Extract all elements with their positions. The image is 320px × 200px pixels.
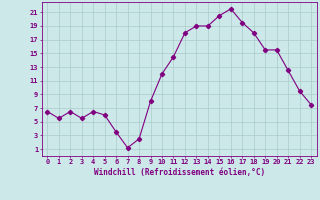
X-axis label: Windchill (Refroidissement éolien,°C): Windchill (Refroidissement éolien,°C) bbox=[94, 168, 265, 177]
